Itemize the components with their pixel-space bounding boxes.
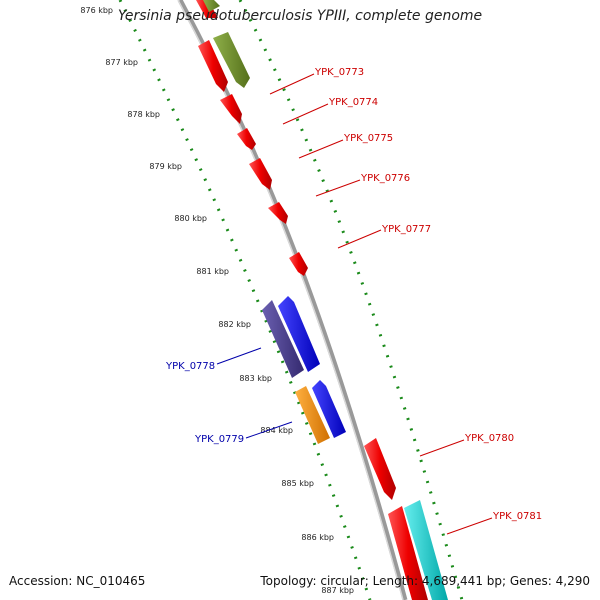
gene-feature-red[interactable] <box>364 438 396 500</box>
gene-feature-red[interactable] <box>237 128 256 150</box>
tick-label: 880 kbp <box>174 214 207 223</box>
leader-line <box>298 139 344 159</box>
leader-line <box>337 229 382 249</box>
gene-feature-olive[interactable] <box>213 32 250 88</box>
gene-feature-red[interactable] <box>196 0 218 18</box>
accession-text: Accession: NC_010465 <box>9 574 146 588</box>
gene-features <box>196 0 448 600</box>
tick-label: 883 kbp <box>239 374 272 383</box>
gene-feature-red[interactable] <box>220 94 242 124</box>
tick-label: 878 kbp <box>127 110 160 119</box>
leader-line <box>446 517 493 535</box>
tick-label: 882 kbp <box>218 320 251 329</box>
genome-summary-text: Topology: circular; Length: 4,689,441 bp… <box>260 574 590 588</box>
gene-label-ypk-0778[interactable]: YPK_0778 <box>165 361 215 372</box>
tick-label: 877 kbp <box>105 58 138 67</box>
tick-label: 887 kbp <box>321 586 354 595</box>
gene-feature-orange[interactable] <box>295 386 330 444</box>
leader-line <box>216 347 262 365</box>
label-leaders <box>216 73 493 535</box>
tick-label: 886 kbp <box>301 533 334 542</box>
inner-dotted-track <box>118 0 372 600</box>
tick-labels: 876 kbp 877 kbp 878 kbp 879 kbp 880 kbp … <box>80 6 354 595</box>
leader-line <box>245 421 293 439</box>
gene-feature-red[interactable] <box>198 40 228 92</box>
gene-labels: YPK_0773 YPK_0774 YPK_0775 YPK_0776 YPK_… <box>165 67 542 522</box>
tick-label: 885 kbp <box>281 479 314 488</box>
gene-feature-olive[interactable] <box>203 0 220 12</box>
tick-label: 879 kbp <box>149 162 182 171</box>
tick-label: 876 kbp <box>80 6 113 15</box>
gene-label-ypk-0776[interactable]: YPK_0776 <box>360 173 410 184</box>
gene-label-ypk-0781[interactable]: YPK_0781 <box>492 511 542 522</box>
leader-line <box>269 73 315 95</box>
gene-label-ypk-0777[interactable]: YPK_0777 <box>381 224 431 235</box>
genome-title: Yersinia pseudotuberculosis YPIII, compl… <box>117 8 483 24</box>
leader-line <box>315 179 361 197</box>
leader-line <box>419 439 465 457</box>
gene-feature-red[interactable] <box>289 252 308 276</box>
gene-label-ypk-0774[interactable]: YPK_0774 <box>328 97 378 108</box>
gene-feature-slate[interactable] <box>262 300 304 378</box>
gene-feature-red[interactable] <box>249 158 272 190</box>
outer-dotted-track <box>238 0 464 600</box>
gene-feature-red[interactable] <box>388 506 428 600</box>
gene-feature-red[interactable] <box>268 202 288 224</box>
leader-line <box>282 103 329 125</box>
gene-label-ypk-0773[interactable]: YPK_0773 <box>314 67 364 78</box>
gene-label-ypk-0779[interactable]: YPK_0779 <box>194 434 244 445</box>
gene-label-ypk-0780[interactable]: YPK_0780 <box>464 433 514 444</box>
gene-feature-blue[interactable] <box>312 380 346 438</box>
gene-label-ypk-0775[interactable]: YPK_0775 <box>343 133 393 144</box>
tick-label: 884 kbp <box>260 426 293 435</box>
genome-backbone <box>177 0 408 600</box>
gene-feature-blue[interactable] <box>278 296 320 372</box>
gene-feature-cyan[interactable] <box>404 500 448 600</box>
tick-label: 881 kbp <box>196 267 229 276</box>
